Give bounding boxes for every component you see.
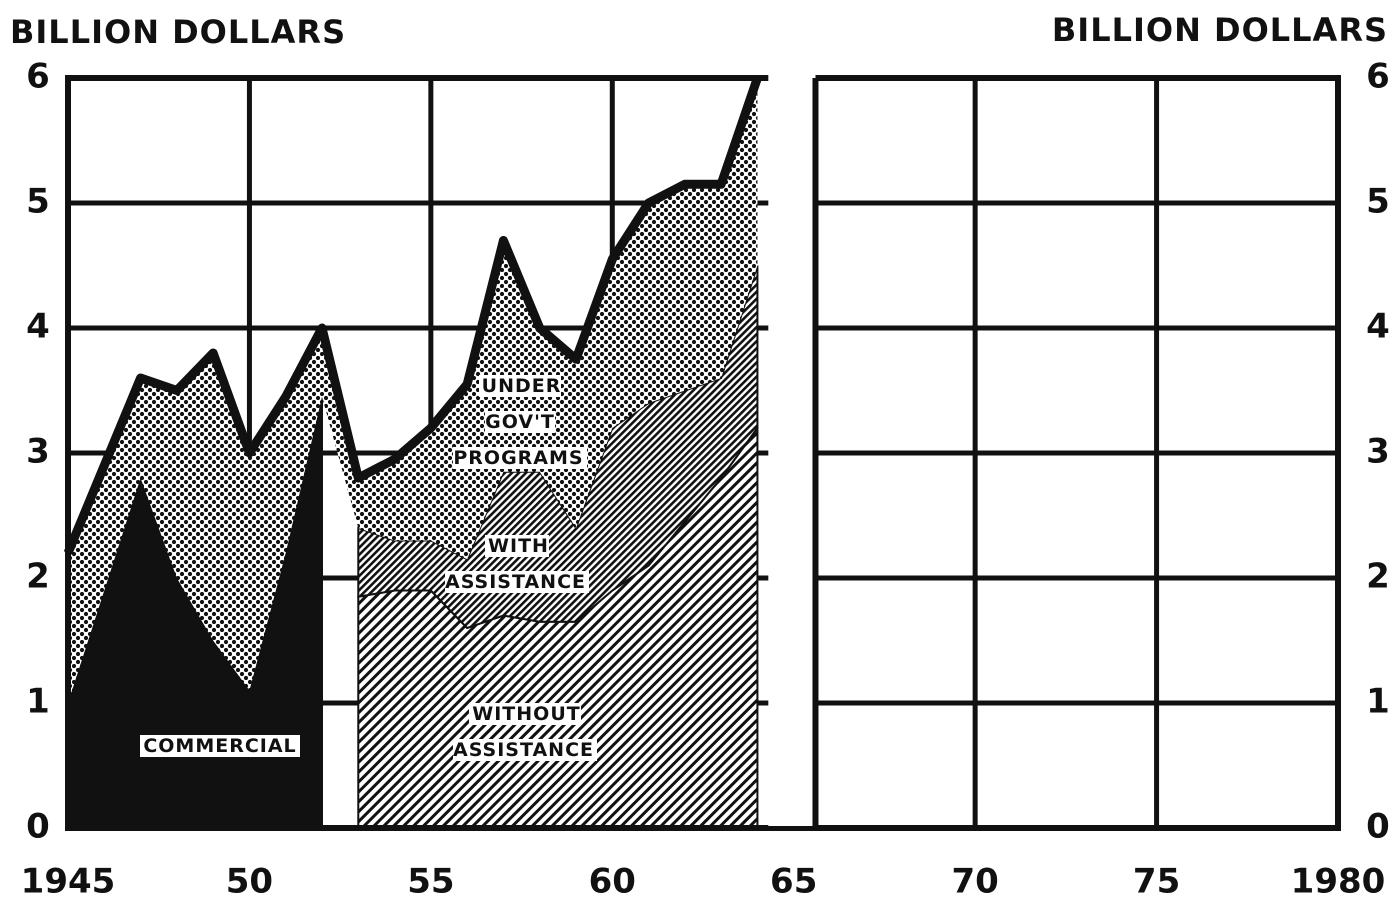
x-tick-label: 50 [226,862,273,902]
x-tick-label: 65 [770,862,817,902]
y2-tick-label: 6 [1366,57,1390,97]
y-axis-label: BILLION DOLLARS [10,13,346,51]
y2-tick-label: 0 [1366,807,1390,847]
frame [65,75,1341,831]
y2-tick-label: 3 [1366,432,1390,472]
y2-tick-label: 4 [1366,307,1390,347]
area-label-box: UNDER GOV'T PROGRAMS [453,375,587,469]
panel-gap [768,68,816,826]
y-tick-label: 4 [26,307,50,347]
x-tick-label: 1980 [1291,862,1386,902]
y-tick-label: 0 [26,807,50,847]
area-label: COMMERCIAL [140,735,300,757]
y-tick-label: 6 [26,57,50,97]
x-tick-label: 60 [589,862,636,902]
area-label-box: WITH ASSISTANCE [445,535,589,593]
top-line [63,76,762,555]
area-label-box: WITHOUT ASSISTANCE [453,703,597,761]
area-label: WITHOUT ASSISTANCE [453,703,597,761]
y-tick-label: 2 [26,557,50,597]
y2-tick-label: 2 [1366,557,1390,597]
x-tick-label: 55 [407,862,454,902]
y-tick-label: 1 [26,682,50,722]
y2-tick-label: 5 [1366,182,1390,222]
x-tick-label: 75 [1133,862,1180,902]
y2-axis-label: BILLION DOLLARS [1052,11,1388,49]
area [68,78,758,703]
y-tick-label: 3 [26,432,50,472]
x-tick-label: 70 [951,862,998,902]
area-label: UNDER GOV'T PROGRAMS [453,375,587,469]
x-tick-label: 1945 [21,862,116,902]
y2-tick-label: 1 [1366,682,1390,722]
area-label-box: COMMERCIAL [140,735,300,757]
y-tick-label: 5 [26,182,50,222]
area-label: WITH ASSISTANCE [445,535,589,593]
